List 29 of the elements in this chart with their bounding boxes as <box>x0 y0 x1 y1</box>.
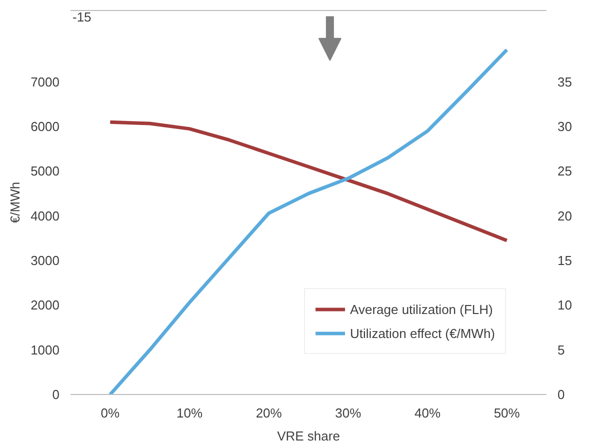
y-tick-label: 7000 <box>30 74 60 90</box>
y-tick-label: 0 <box>52 387 60 402</box>
y2-tick-label: 5 <box>558 342 565 358</box>
y2-tick-label: 35 <box>558 74 572 90</box>
y2-tick-label: 10 <box>558 298 572 313</box>
y2-tick-label: 15 <box>558 253 572 268</box>
x-tick-label: 50% <box>494 406 520 420</box>
x-tick-label: 20% <box>256 406 282 420</box>
y-tick-label: 1000 <box>30 342 60 358</box>
x-tick-label: 0% <box>100 406 120 420</box>
y2-tick-label: 0 <box>558 387 565 402</box>
annotation: -15 <box>72 10 92 24</box>
y-axis-title: €/MWh <box>8 182 23 224</box>
y-tick-label: 4000 <box>30 208 60 224</box>
x-tick-label: 40% <box>414 406 441 420</box>
line-series <box>108 48 509 394</box>
y-tick-label: 6000 <box>30 119 60 134</box>
y-tick-label: 5000 <box>30 164 60 179</box>
y-tick-label: 3000 <box>30 253 60 268</box>
legend-label: Utilization effect (€/MWh) <box>350 326 495 340</box>
y2-tick-label: 20 <box>558 208 572 224</box>
x-axis-title: VRE share <box>277 428 340 444</box>
x-tick-label: 10% <box>176 406 203 420</box>
legend-label: Average utilization (FLH) <box>350 302 493 316</box>
y2-tick-label: 30 <box>558 119 572 134</box>
x-tick-label: 30% <box>335 406 362 420</box>
y-tick-label: 2000 <box>30 298 60 313</box>
line-series <box>108 120 509 242</box>
y2-tick-label: 25 <box>558 164 572 179</box>
